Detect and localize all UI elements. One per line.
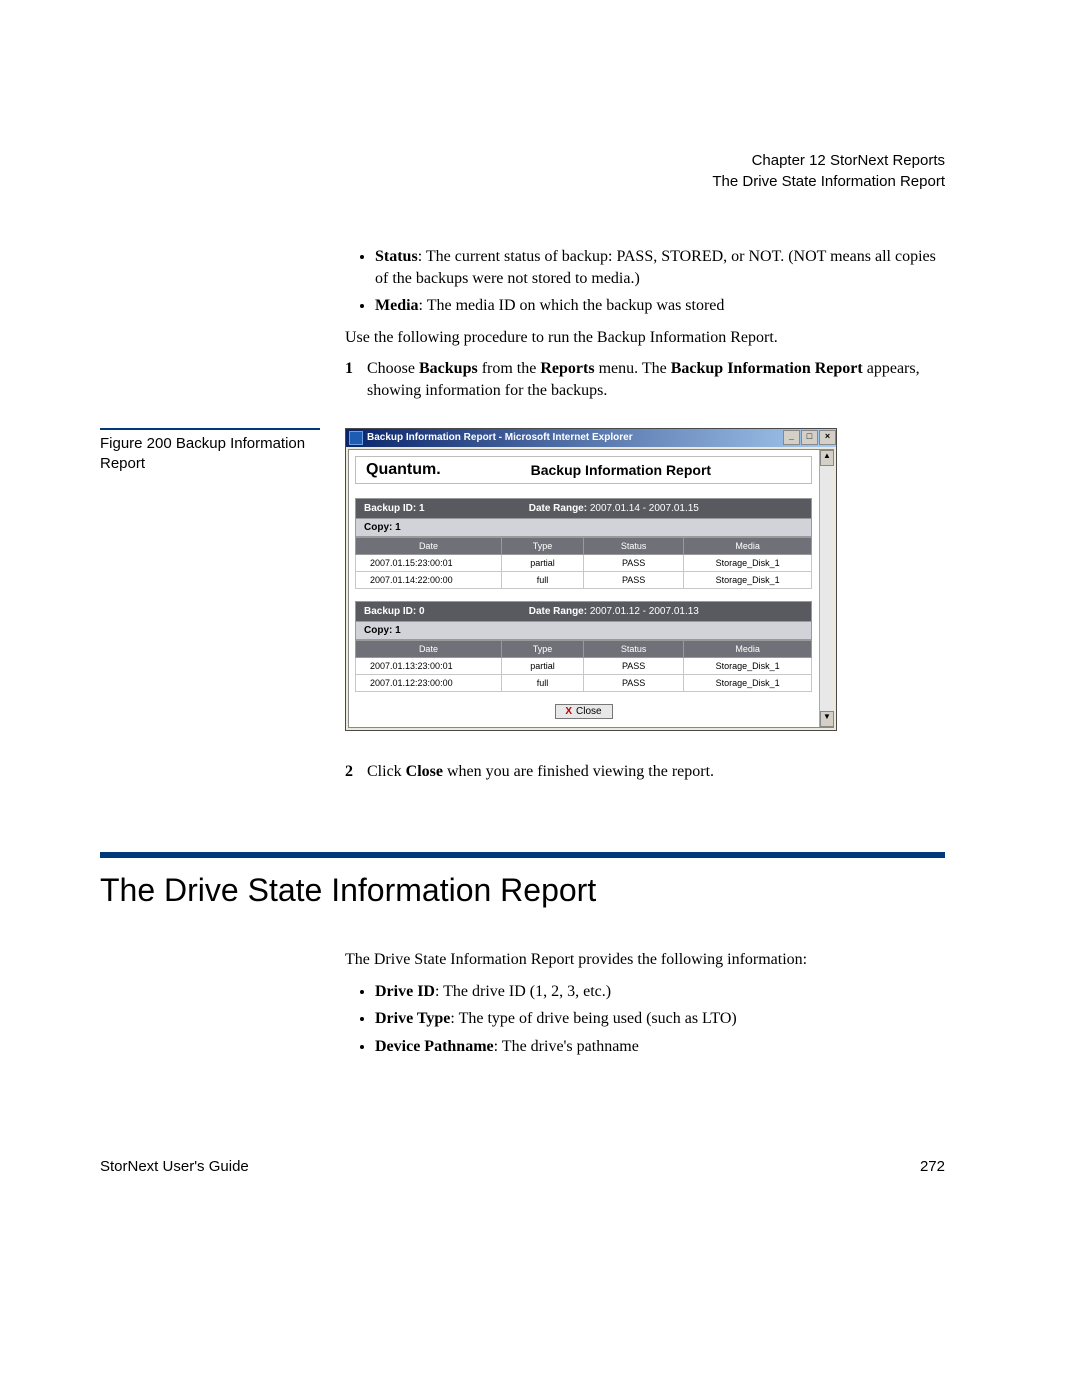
scroll-up-icon[interactable]: ▲ bbox=[820, 450, 834, 466]
table-cell: Storage_Disk_1 bbox=[684, 571, 812, 588]
window-title: Backup Information Report - Microsoft In… bbox=[367, 432, 633, 443]
bullet-desc: : The media ID on which the backup was s… bbox=[419, 297, 725, 314]
col-header: Media bbox=[684, 640, 812, 657]
table-cell: PASS bbox=[583, 674, 683, 691]
report-title: Backup Information Report bbox=[441, 462, 801, 478]
scrollbar[interactable]: ▲ ▼ bbox=[819, 450, 834, 727]
backup-id-bar: Backup ID: 1Date Range: 2007.01.14 - 200… bbox=[355, 498, 812, 519]
backup-group: Backup ID: 1Date Range: 2007.01.14 - 200… bbox=[355, 498, 812, 589]
step-2: Click Close when you are finished viewin… bbox=[345, 761, 945, 783]
date-range: Date Range: 2007.01.14 - 2007.01.15 bbox=[425, 503, 803, 514]
backup-id: Backup ID: 0 bbox=[364, 606, 425, 617]
figure-caption: Figure 200 Backup Information Report bbox=[100, 428, 320, 475]
table-cell: full bbox=[501, 571, 583, 588]
list-item: Drive ID: The drive ID (1, 2, 3, etc.) bbox=[375, 981, 945, 1003]
scroll-down-icon[interactable]: ▼ bbox=[820, 711, 834, 727]
col-header: Media bbox=[684, 537, 812, 554]
bullet-term: Media bbox=[375, 297, 419, 314]
step-list-1: Choose Backups from the Reports menu. Th… bbox=[345, 358, 945, 401]
list-item: Device Pathname: The drive's pathname bbox=[375, 1036, 945, 1058]
ie-window: Backup Information Report - Microsoft In… bbox=[345, 428, 837, 731]
table-cell: partial bbox=[501, 657, 583, 674]
section-line: The Drive State Information Report bbox=[100, 171, 945, 192]
col-header: Status bbox=[583, 537, 683, 554]
ie-titlebar: Backup Information Report - Microsoft In… bbox=[346, 429, 836, 447]
brand-logo: Quantum. bbox=[366, 461, 441, 479]
table-cell: PASS bbox=[583, 554, 683, 571]
col-header: Date bbox=[356, 640, 502, 657]
table-cell: partial bbox=[501, 554, 583, 571]
table-cell: full bbox=[501, 674, 583, 691]
col-header: Type bbox=[501, 537, 583, 554]
col-header: Type bbox=[501, 640, 583, 657]
page-footer: StorNext User's Guide 272 bbox=[100, 1158, 945, 1175]
backup-group: Backup ID: 0Date Range: 2007.01.12 - 200… bbox=[355, 601, 812, 692]
intro-paragraph: Use the following procedure to run the B… bbox=[345, 327, 945, 349]
table-row: 2007.01.14:22:00:00fullPASSStorage_Disk_… bbox=[356, 571, 812, 588]
table-cell: PASS bbox=[583, 571, 683, 588]
footer-left: StorNext User's Guide bbox=[100, 1158, 249, 1175]
table-row: 2007.01.15:23:00:01partialPASSStorage_Di… bbox=[356, 554, 812, 571]
table-cell: 2007.01.14:22:00:00 bbox=[356, 571, 502, 588]
table-cell: Storage_Disk_1 bbox=[684, 657, 812, 674]
table-cell: PASS bbox=[583, 657, 683, 674]
page-number: 272 bbox=[920, 1158, 945, 1175]
table-cell: 2007.01.15:23:00:01 bbox=[356, 554, 502, 571]
intro-bullet-list: Status: The current status of backup: PA… bbox=[345, 246, 945, 317]
table-cell: Storage_Disk_1 bbox=[684, 554, 812, 571]
date-range: Date Range: 2007.01.12 - 2007.01.13 bbox=[425, 606, 803, 617]
chapter-line: Chapter 12 StorNext Reports bbox=[100, 150, 945, 171]
close-x-icon: X bbox=[565, 706, 572, 717]
report-header: Quantum. Backup Information Report bbox=[355, 456, 812, 484]
col-header: Date bbox=[356, 537, 502, 554]
minimize-button[interactable]: _ bbox=[783, 430, 800, 445]
table-cell: Storage_Disk_1 bbox=[684, 674, 812, 691]
bullet-status: Status: The current status of backup: PA… bbox=[375, 246, 945, 289]
close-window-button[interactable]: × bbox=[819, 430, 836, 445]
section-heading: The Drive State Information Report bbox=[100, 872, 945, 909]
bullet-desc: : The current status of backup: PASS, ST… bbox=[375, 248, 936, 287]
close-button[interactable]: X Close bbox=[555, 704, 613, 719]
section2-lead: The Drive State Information Report provi… bbox=[345, 949, 945, 971]
maximize-button[interactable]: □ bbox=[801, 430, 818, 445]
col-header: Status bbox=[583, 640, 683, 657]
table-row: 2007.01.13:23:00:01partialPASSStorage_Di… bbox=[356, 657, 812, 674]
step-1: Choose Backups from the Reports menu. Th… bbox=[345, 358, 945, 401]
table-row: 2007.01.12:23:00:00fullPASSStorage_Disk_… bbox=[356, 674, 812, 691]
running-header: Chapter 12 StorNext Reports The Drive St… bbox=[100, 150, 945, 192]
bullet-term: Status bbox=[375, 248, 418, 265]
copy-bar: Copy: 1 bbox=[355, 519, 812, 537]
backup-table: DateTypeStatusMedia2007.01.13:23:00:01pa… bbox=[355, 640, 812, 692]
backup-table: DateTypeStatusMedia2007.01.15:23:00:01pa… bbox=[355, 537, 812, 589]
bullet-media: Media: The media ID on which the backup … bbox=[375, 295, 945, 317]
table-cell: 2007.01.13:23:00:01 bbox=[356, 657, 502, 674]
backup-id-bar: Backup ID: 0Date Range: 2007.01.12 - 200… bbox=[355, 601, 812, 622]
ie-icon bbox=[349, 431, 363, 445]
section-rule bbox=[100, 852, 945, 858]
backup-id: Backup ID: 1 bbox=[364, 503, 425, 514]
list-item: Drive Type: The type of drive being used… bbox=[375, 1008, 945, 1030]
section2-bullets: Drive ID: The drive ID (1, 2, 3, etc.) D… bbox=[345, 981, 945, 1058]
step-list-2: Click Close when you are finished viewin… bbox=[345, 761, 945, 783]
copy-bar: Copy: 1 bbox=[355, 622, 812, 640]
table-cell: 2007.01.12:23:00:00 bbox=[356, 674, 502, 691]
close-label: Close bbox=[576, 706, 602, 717]
ie-client-area: ▲ ▼ Quantum. Backup Information Report B… bbox=[348, 449, 834, 728]
